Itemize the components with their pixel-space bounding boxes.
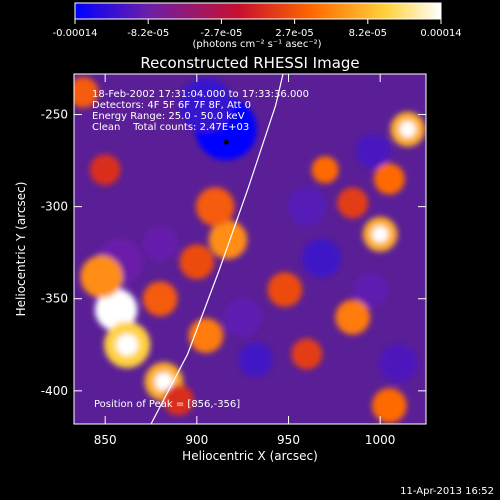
peak-position-label: Position of Peak = [856,-356]	[94, 399, 240, 410]
heat-blob-30	[163, 384, 194, 416]
x-tick-label-3: 1000	[365, 433, 396, 447]
y-tick-label-1: -300	[41, 200, 68, 214]
annotation-counts: Clean Total counts: 2.47E+03	[92, 122, 249, 133]
x-axis-label: Heliocentric X (arcsec)	[182, 449, 318, 463]
x-tick-label-2: 950	[277, 433, 300, 447]
heat-core-22	[371, 225, 389, 243]
heat-blob-25	[267, 272, 303, 307]
x-tick-label-0: 850	[94, 433, 117, 447]
heat-blob-13	[80, 255, 123, 298]
plot-frame	[73, 73, 427, 425]
colorbar-tick-label-2: -2.7e-05	[200, 28, 242, 39]
colorbar-tick-label-5: 0.00014	[420, 28, 461, 39]
heat-blob-24	[311, 156, 339, 184]
annotation-time: 18-Feb-2002 17:31:04.000 to 17:33:36.000	[92, 89, 309, 100]
heat-blob-6	[379, 343, 418, 383]
y-axis-label: Heliocentric Y (arcsec)	[14, 182, 28, 317]
colorbar-unit: (photons cm⁻² s⁻¹ asec⁻²)	[192, 39, 321, 50]
heatmap	[74, 74, 425, 424]
y-tick-label-2: -350	[41, 292, 68, 306]
annotation-energy: Energy Range: 25.0 - 50.0 keV	[92, 111, 245, 122]
heat-blob-4	[355, 133, 391, 169]
heat-core-14	[154, 372, 173, 391]
heat-core-20	[399, 120, 416, 138]
x-tick-label-1: 900	[185, 433, 208, 447]
axis-ticks: 850 900 950 1000 -250 -300 -350 -400	[41, 74, 426, 447]
heat-blob-15	[142, 281, 178, 317]
heat-blob-7	[223, 297, 262, 337]
solar-limb-curve	[150, 74, 284, 424]
heat-blob-17	[208, 220, 248, 260]
heat-blob-26	[335, 299, 370, 335]
colorbar-tick-label-3: 2.7e-05	[275, 28, 313, 39]
heat-blob-3	[302, 238, 341, 278]
colorbar-tick-label-4: 8.2e-05	[349, 28, 387, 39]
heat-blob-10	[142, 226, 178, 261]
heat-blob-27	[372, 388, 407, 423]
heat-blob-16	[188, 318, 224, 353]
colorbar-ticks: -0.00014 -8.2e-05 -2.7e-05 2.7e-05 8.2e-05 0.…	[53, 19, 462, 39]
annotation-detectors: Detectors: 4F 5F 6F 7F 8F, Att 0	[92, 100, 251, 111]
colorbar-tick-label-0: -0.00014	[53, 28, 98, 39]
colorbar	[74, 2, 442, 20]
heat-core-12	[116, 333, 139, 356]
footer-timestamp: 11-Apr-2013 16:52	[400, 486, 494, 497]
heat-core-11	[106, 299, 127, 320]
heat-blob-23	[337, 187, 369, 219]
heat-blob-19	[179, 244, 215, 280]
heat-blob-28	[74, 76, 99, 108]
heat-blob-18	[195, 187, 235, 226]
heat-blob-1	[179, 78, 233, 133]
colorbar-tick-label-1: -8.2e-05	[127, 28, 169, 39]
heat-blob-29	[89, 154, 121, 186]
y-tick-label-0: -250	[41, 108, 68, 122]
heat-blob-5	[238, 342, 273, 377]
chart-title: Reconstructed RHESSI Image	[140, 54, 359, 72]
heat-blob-2	[287, 187, 327, 226]
heat-blob-31	[291, 338, 323, 370]
heat-blob-21	[373, 163, 405, 195]
y-tick-label-3: -400	[41, 384, 68, 398]
heat-blob-9	[353, 272, 389, 307]
peak-marker	[223, 139, 229, 145]
